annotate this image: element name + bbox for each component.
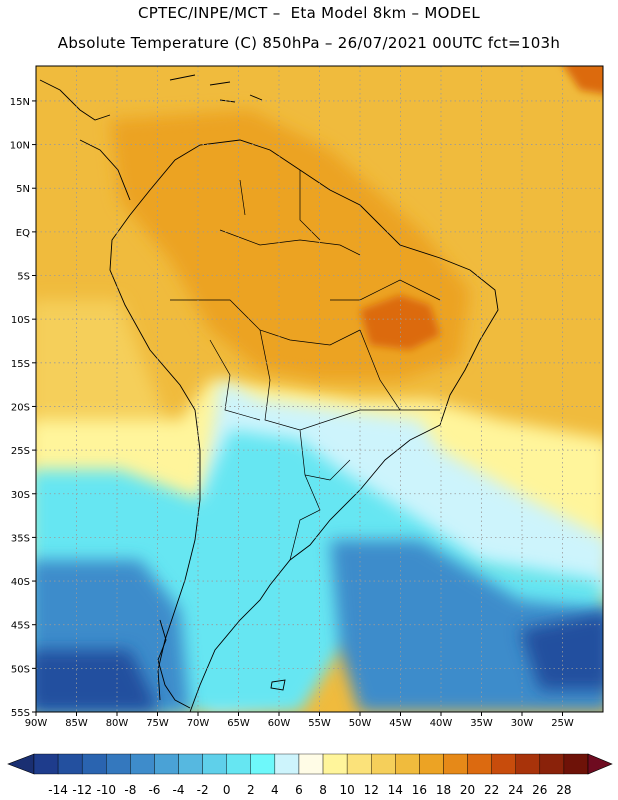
colorbar-label: -10	[96, 783, 116, 797]
colorbar-swatch	[563, 753, 589, 775]
colorbar-swatch	[130, 753, 155, 775]
latitude-axis: 15N 10N 5N EQ 5S 10S 15S 20S 25S 30S 35S 40S 45S 50S 5…	[10, 97, 36, 719]
colorbar-swatch	[154, 753, 179, 775]
field-hot-corner	[564, 66, 603, 94]
colorbar-swatch	[322, 753, 348, 775]
colorbar-label: 24	[508, 783, 523, 797]
colorbar-swatch	[395, 753, 420, 775]
colorbar-swatch	[371, 753, 396, 775]
colorbar-low-arrow	[7, 753, 35, 775]
field-cold-deep	[36, 611, 603, 712]
colorbar-swatch	[491, 753, 516, 775]
colorbar-swatch	[539, 753, 565, 775]
lon-tick-label: 60W	[268, 718, 291, 729]
colorbar-swatch	[443, 753, 468, 775]
islands-caribbean	[169, 74, 263, 103]
lat-tick-label: 15N	[10, 97, 30, 108]
colorbar-label: -14	[48, 783, 68, 797]
colorbar-swatch	[226, 753, 251, 775]
lon-tick-label: 80W	[106, 718, 129, 729]
lat-tick-label: 15S	[11, 359, 30, 370]
colorbar-swatch	[57, 753, 83, 775]
central-america-coastline	[79, 139, 131, 201]
colorbar-label: 22	[484, 783, 499, 797]
colorbar-label: -6	[148, 783, 160, 797]
patagonia-islands	[157, 619, 191, 709]
lat-tick-label: 5N	[16, 184, 30, 195]
graticule	[36, 66, 603, 712]
colorbar-label: 4	[271, 783, 279, 797]
colorbar-label: 8	[319, 783, 327, 797]
lon-tick-label: 45W	[389, 718, 412, 729]
colorbar-label: 0	[223, 783, 231, 797]
colorbar-label: 12	[364, 783, 379, 797]
field-cold-blue	[36, 540, 603, 712]
colorbar-swatch	[515, 753, 541, 775]
colorbar-label: 14	[388, 783, 403, 797]
colorbar: -14 -12 -10 -8 -6 -4 -2 0 2 4 6 8 10 12 14 16 18 20 22 24 26…	[7, 753, 613, 797]
colorbar-label: 28	[556, 783, 571, 797]
lon-tick-label: 55W	[308, 718, 331, 729]
lat-tick-label: EQ	[16, 228, 30, 239]
south-america-coastline	[129, 139, 499, 712]
colorbar-swatch	[106, 753, 131, 775]
colorbar-label: 26	[532, 783, 547, 797]
coastlines	[39, 74, 499, 712]
lon-tick-label: 75W	[146, 718, 169, 729]
central-america-north-coast	[39, 79, 111, 121]
lon-tick-label: 50W	[349, 718, 372, 729]
colorbar-swatch	[202, 753, 227, 775]
lat-tick-label: 20S	[11, 402, 30, 413]
lon-tick-label: 70W	[187, 718, 210, 729]
colorbar-swatch	[178, 753, 203, 775]
colorbar-label: -12	[72, 783, 92, 797]
map-title: CPTEC/INPE/MCT – Eta Model 8km – MODEL	[137, 4, 481, 22]
lat-tick-label: 25S	[11, 446, 30, 457]
lon-tick-label: 35W	[470, 718, 493, 729]
colorbar-swatch	[250, 753, 276, 775]
lon-tick-label: 65W	[227, 718, 250, 729]
colorbar-label: 10	[339, 783, 354, 797]
lat-tick-label: 35S	[11, 533, 30, 544]
longitude-axis: 90W 85W 80W 75W 70W 65W 60W 55W 50W 45W 40W 35W 30W 2…	[25, 712, 574, 729]
colorbar-label: -4	[173, 783, 185, 797]
colorbar-label: 2	[247, 783, 255, 797]
colorbar-swatch	[467, 753, 492, 775]
colorbar-high-arrow	[587, 753, 613, 775]
colorbar-swatch	[346, 753, 372, 775]
colorbar-label: 20	[460, 783, 475, 797]
borders	[170, 170, 441, 561]
lon-tick-label: 30W	[511, 718, 534, 729]
colorbar-label: -2	[197, 783, 209, 797]
lon-tick-label: 85W	[65, 718, 88, 729]
lat-tick-label: 5S	[17, 272, 30, 283]
lon-tick-label: 40W	[430, 718, 453, 729]
lat-tick-label: 30S	[11, 490, 30, 501]
lat-tick-label: 40S	[11, 577, 30, 588]
field-hot-core	[360, 295, 440, 350]
colorbar-swatch	[33, 753, 59, 775]
colorbar-label: 6	[295, 783, 303, 797]
lat-tick-label: 45S	[11, 621, 30, 632]
colorbar-label: 18	[436, 783, 451, 797]
lat-tick-label: 10S	[11, 315, 30, 326]
lat-tick-label: 10N	[10, 141, 30, 152]
colorbar-label: -8	[124, 783, 136, 797]
lat-tick-label: 50S	[11, 664, 30, 675]
lon-tick-label: 90W	[25, 718, 48, 729]
colorbar-swatch	[274, 753, 300, 775]
map-subtitle: Absolute Temperature (C) 850hPa – 26/07/…	[57, 34, 561, 52]
colorbar-swatch	[81, 753, 107, 775]
lon-tick-label: 25W	[551, 718, 574, 729]
temperature-field	[36, 66, 603, 712]
colorbar-swatch	[419, 753, 444, 775]
falkland-islands	[270, 679, 286, 691]
lat-tick-label: 55S	[11, 708, 30, 719]
colorbar-label: 16	[412, 783, 427, 797]
pacific-coastline	[109, 214, 201, 701]
colorbar-swatch	[298, 753, 324, 775]
